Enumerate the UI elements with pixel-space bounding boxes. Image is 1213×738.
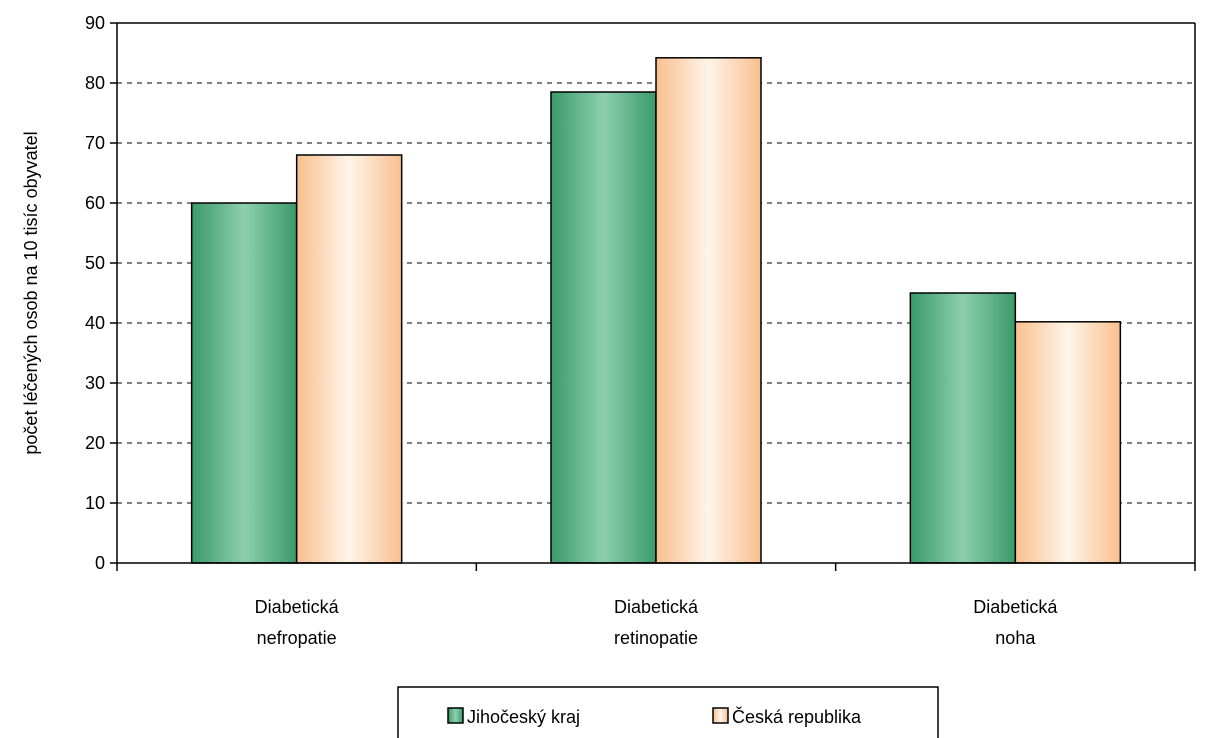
x-category-label: nefropatie xyxy=(257,628,337,648)
bar-jihocesky-kraj-1 xyxy=(550,91,657,564)
bars xyxy=(190,57,1122,564)
legend: Jihočeský kraj Česká republika xyxy=(397,686,939,738)
y-tick-label: 0 xyxy=(95,553,105,573)
legend-label: Jihočeský kraj xyxy=(467,707,580,727)
y-tick-label: 20 xyxy=(85,433,105,453)
y-tick-label: 50 xyxy=(85,253,105,273)
legend-box xyxy=(397,686,939,738)
x-category-label: Diabetická xyxy=(255,597,340,617)
axes xyxy=(110,22,1196,571)
x-category-label: retinopatie xyxy=(614,628,698,648)
y-tick-label: 10 xyxy=(85,493,105,513)
y-tick-label: 70 xyxy=(85,133,105,153)
x-category-label: Diabetická xyxy=(973,597,1058,617)
y-axis-title: počet léčených osob na 10 tisíc obyvatel xyxy=(21,131,41,454)
y-tick-label: 60 xyxy=(85,193,105,213)
legend-swatch xyxy=(712,707,729,724)
y-tick-label: 30 xyxy=(85,373,105,393)
bar-ceska-republika-0 xyxy=(295,154,403,564)
x-category-label: Diabetická xyxy=(614,597,699,617)
bar-jihocesky-kraj-0 xyxy=(190,202,298,564)
y-tick-label: 40 xyxy=(85,313,105,333)
y-tick-label: 80 xyxy=(85,73,105,93)
x-category-label: noha xyxy=(995,628,1036,648)
bar-jihocesky-kraj-2 xyxy=(909,292,1017,564)
labels: 0 10 20 30 40 50 60 70 80 90 Diabetická nefropatie D… xyxy=(85,13,1058,648)
y-tick-label: 90 xyxy=(85,13,105,33)
legend-label: Česká republika xyxy=(732,706,862,727)
bar-ceska-republika-1 xyxy=(655,57,762,564)
bar-ceska-republika-2 xyxy=(1014,321,1122,564)
legend-swatch xyxy=(447,707,464,724)
